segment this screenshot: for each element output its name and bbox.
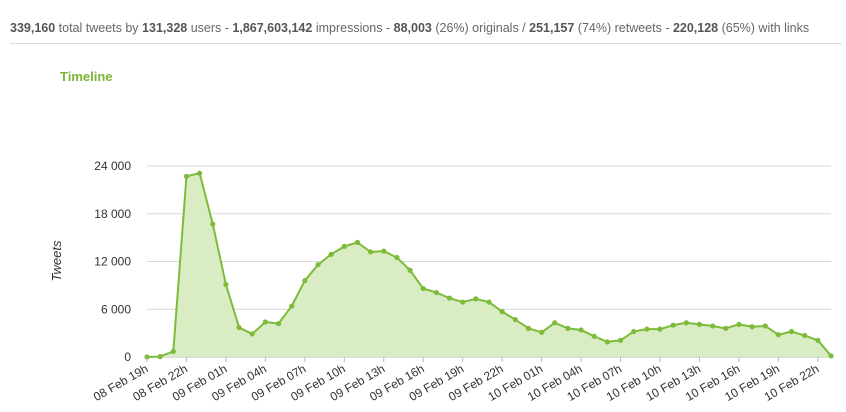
data-point <box>407 267 413 273</box>
data-point <box>210 221 216 227</box>
data-point <box>657 326 663 332</box>
data-point <box>749 324 755 330</box>
data-point <box>223 281 229 288</box>
data-point <box>736 321 742 327</box>
data-point <box>788 328 795 335</box>
data-point <box>696 321 703 327</box>
y-axis-ticks: 0 6 000 12 000 18 000 24 000 <box>94 159 131 364</box>
impressions-value: 1,867,603,142 <box>232 21 313 35</box>
data-point <box>341 243 347 249</box>
y-tick-label: 12 000 <box>94 255 131 269</box>
data-point <box>170 348 176 355</box>
data-point <box>512 316 518 323</box>
y-tick-label: 18 000 <box>94 207 131 221</box>
data-point <box>249 331 255 337</box>
data-point <box>552 320 558 326</box>
y-axis-label: Tweets <box>49 240 64 281</box>
data-point <box>368 249 374 255</box>
data-point <box>723 325 729 331</box>
data-point <box>433 289 439 296</box>
data-point <box>289 303 295 309</box>
data-point <box>183 173 190 179</box>
stats-text: users - <box>187 21 233 35</box>
series-points <box>144 170 834 360</box>
total-tweets-value: 339,160 <box>10 21 56 35</box>
data-point <box>604 339 610 345</box>
data-point <box>775 332 781 338</box>
y-tick-label: 24 000 <box>94 159 131 173</box>
stats-text: (65%) with links <box>718 21 810 35</box>
retweets-value: 251,157 <box>529 21 575 35</box>
stats-text: impressions - <box>312 21 394 35</box>
data-point <box>802 332 808 339</box>
data-point <box>460 299 466 305</box>
links-value: 220,128 <box>672 21 719 35</box>
data-point <box>446 295 453 301</box>
data-point <box>381 248 387 254</box>
data-point <box>828 353 834 359</box>
data-point <box>631 328 637 335</box>
data-point <box>486 299 492 305</box>
data-point <box>315 262 321 268</box>
stats-text: (26%) originals / <box>431 21 530 35</box>
panel-title: Timeline <box>60 69 113 84</box>
summary-stats: 339,160 total tweets by 131,328 users - … <box>10 21 842 44</box>
data-point <box>525 325 532 331</box>
stats-text: (74%) retweets - <box>574 21 673 35</box>
data-point <box>236 324 242 331</box>
data-point <box>539 329 545 335</box>
data-point <box>710 323 716 329</box>
data-point <box>354 239 361 245</box>
data-point <box>617 337 624 343</box>
data-point <box>275 320 282 327</box>
series-area <box>147 173 831 357</box>
users-value: 131,328 <box>142 21 188 35</box>
data-point <box>815 337 821 343</box>
data-point <box>499 309 505 315</box>
data-point <box>197 170 203 176</box>
data-point <box>762 323 768 329</box>
y-tick-label: 0 <box>124 350 131 364</box>
data-point <box>670 322 676 328</box>
data-point <box>644 326 650 332</box>
data-point <box>565 325 571 331</box>
data-point <box>394 254 400 261</box>
data-point <box>262 319 268 325</box>
data-point <box>302 278 308 284</box>
y-tick-label: 6 000 <box>101 302 131 316</box>
data-point <box>683 320 689 326</box>
data-point <box>473 296 479 302</box>
data-point <box>328 251 334 257</box>
data-point <box>157 354 163 360</box>
data-point <box>591 333 597 339</box>
originals-value: 88,003 <box>393 21 432 35</box>
stats-text: total tweets by <box>55 21 143 35</box>
data-point <box>420 285 426 292</box>
data-point <box>578 327 584 333</box>
